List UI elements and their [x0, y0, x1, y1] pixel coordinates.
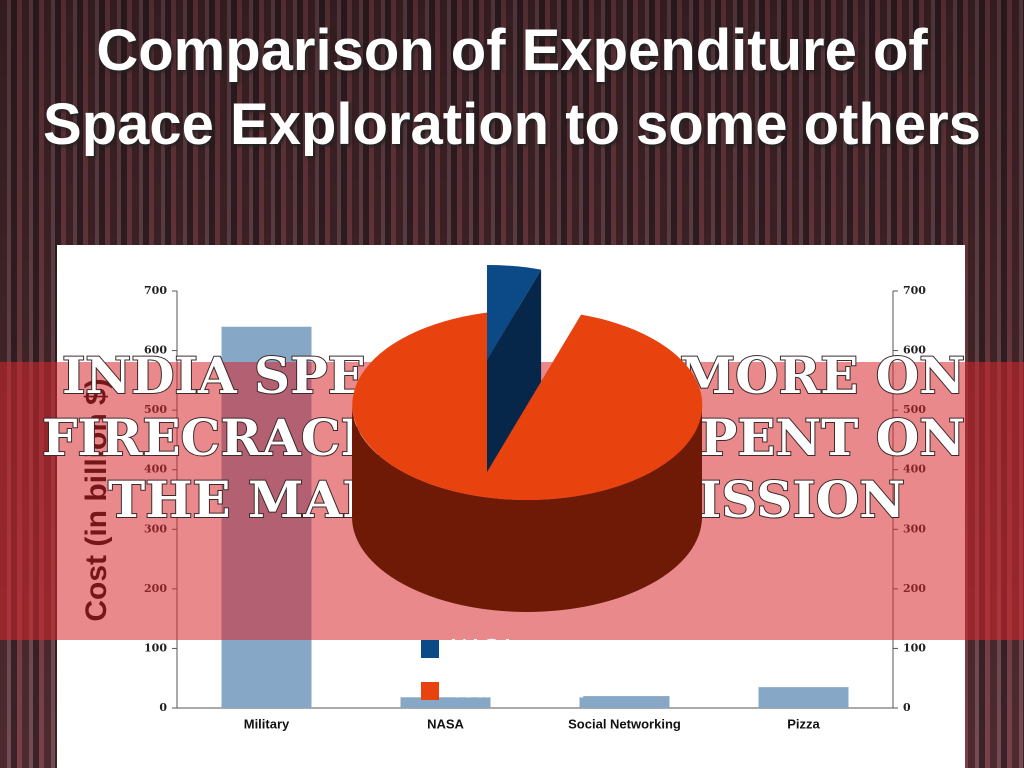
y2-tick-label: 100: [903, 641, 926, 654]
x-tick-label: Pizza: [787, 716, 820, 731]
banner-text: MORE ON: [680, 346, 965, 405]
legend-label: NASA: [450, 634, 515, 661]
y2-tick-label: 0: [903, 701, 911, 714]
legend-label: Total Budget: [450, 676, 584, 703]
pie-cut: [487, 269, 542, 472]
bar: [758, 687, 849, 708]
bar: [400, 697, 491, 708]
pie-slice: [352, 310, 703, 500]
y2-tick-label: 700: [903, 284, 926, 297]
x-tick-label: Military: [244, 716, 290, 731]
pie-slice: [487, 264, 542, 360]
y-tick-label: 700: [144, 284, 167, 297]
bar: [579, 696, 670, 708]
x-tick-label: NASA: [427, 716, 464, 731]
banner-text: THE MAR: [108, 470, 384, 529]
y-tick-label: 0: [159, 701, 167, 714]
x-tick-label: Social Networking: [568, 716, 681, 731]
banner-text: FIRECRACK: [42, 408, 385, 467]
legend-swatch: [421, 682, 439, 700]
pie-side: [352, 405, 702, 612]
banner-text: INDIA SPE: [62, 346, 366, 405]
y-tick-label: 100: [144, 641, 167, 654]
legend-swatch: [421, 640, 439, 658]
y2-tick-label: 600: [903, 344, 926, 357]
y-tick-label: 600: [144, 344, 167, 357]
slide-title: Comparison of Expenditure of Space Explo…: [43, 18, 981, 157]
banner-text: SPENT ON: [664, 408, 965, 467]
